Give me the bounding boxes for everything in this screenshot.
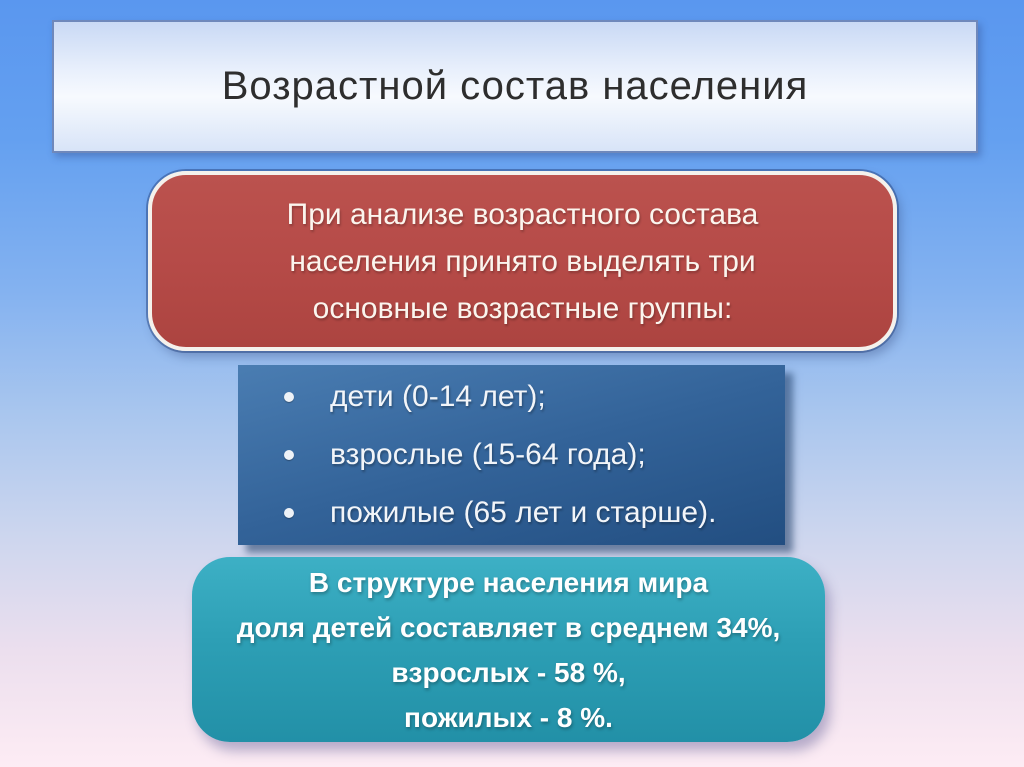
list-item-label: пожилые (65 лет и старше). xyxy=(330,496,717,529)
list-item-label: взрослые (15-64 года); xyxy=(330,438,646,471)
list-item-label: дети (0-14 лет); xyxy=(330,380,546,413)
bullet-icon xyxy=(284,508,294,518)
stats-line: взрослых - 58 %, xyxy=(391,656,626,688)
list-item: пожилые (65 лет и старше). xyxy=(284,496,785,530)
intro-line: При анализе возрастного состава xyxy=(286,197,759,231)
bullet-icon xyxy=(284,450,294,460)
stats-box: В структуре населения мира доля детей со… xyxy=(192,557,825,742)
list-item: дети (0-14 лет); xyxy=(284,380,785,414)
intro-line: основные возрастные группы: xyxy=(312,291,733,325)
bullet-icon xyxy=(284,392,294,402)
stats-line: В структуре населения мира xyxy=(308,566,709,598)
intro-line: населения принято выделять три xyxy=(289,244,756,278)
title-box: Возрастной состав населения xyxy=(52,20,978,153)
slide-title: Возрастной состав населения xyxy=(221,64,809,108)
stats-line: доля детей составляет в среднем 34%, xyxy=(236,611,781,643)
age-groups-box: дети (0-14 лет); взрослые (15-64 года); … xyxy=(238,365,785,545)
intro-box: При анализе возрастного состава населени… xyxy=(148,171,897,351)
stats-line: пожилых - 8 %. xyxy=(404,701,613,733)
list-item: взрослые (15-64 года); xyxy=(284,438,785,472)
